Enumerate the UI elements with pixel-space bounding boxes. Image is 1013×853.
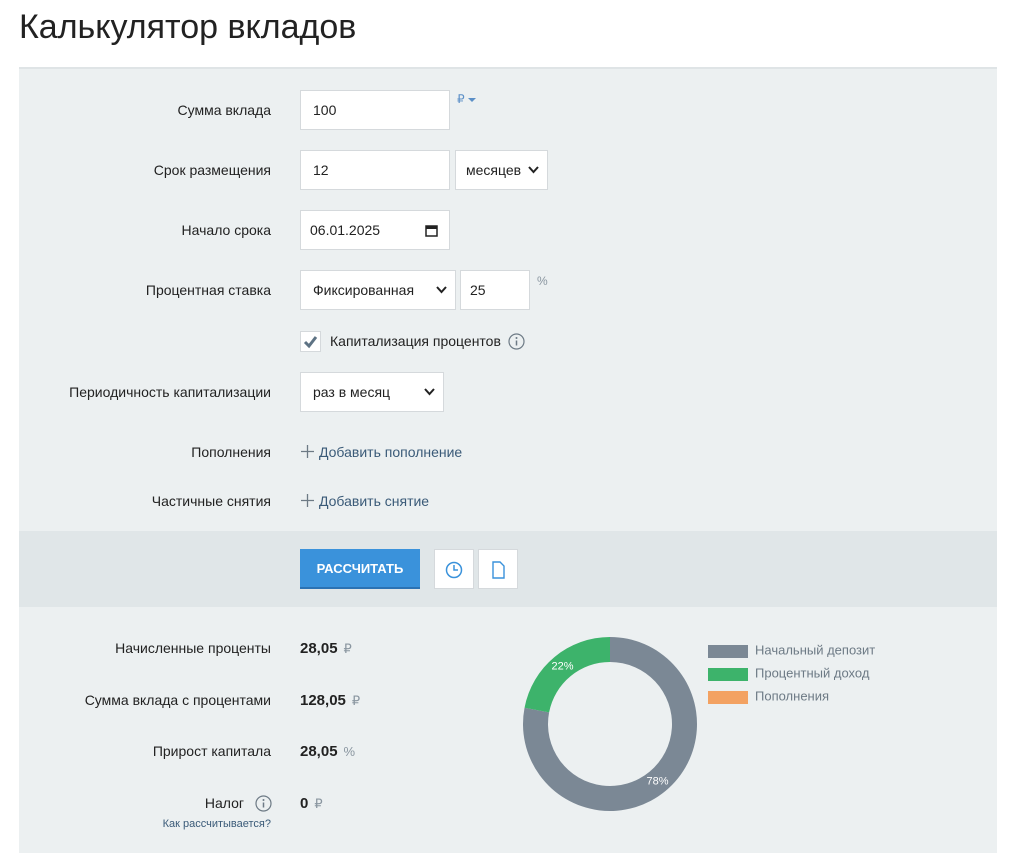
legend-swatch bbox=[708, 691, 748, 704]
tax-help-link[interactable]: Как рассчитывается? bbox=[162, 818, 271, 830]
field-label: Частичные снятия bbox=[151, 493, 271, 509]
result-label: Прирост капитала bbox=[152, 743, 271, 759]
unit: % bbox=[343, 744, 356, 759]
rate-input[interactable]: 25 bbox=[460, 270, 530, 310]
field-label: Срок размещения bbox=[153, 162, 271, 178]
rate-kind: Фиксированная bbox=[313, 282, 415, 298]
legend-swatch bbox=[708, 645, 748, 658]
document-icon bbox=[492, 561, 505, 579]
clock-icon bbox=[445, 561, 463, 579]
term-input[interactable]: 12 bbox=[300, 150, 450, 190]
donut-chart: 78% 22% Начальный депозит Процентный доход П… bbox=[523, 637, 875, 811]
legend-label: Пополнения bbox=[755, 688, 829, 703]
result-label: Сумма вклада с процентами bbox=[84, 692, 271, 708]
field-label: Сумма вклада bbox=[177, 102, 271, 118]
add-withdrawal[interactable]: Добавить снятие bbox=[301, 491, 429, 511]
currency: ₽ bbox=[457, 92, 465, 106]
currency-select[interactable]: ₽ bbox=[457, 92, 476, 106]
add-deposit-text: Добавить пополнение bbox=[319, 444, 463, 460]
info-icon[interactable] bbox=[508, 333, 525, 350]
rate-unit: % bbox=[537, 274, 548, 288]
value: 128,05 bbox=[300, 692, 346, 709]
unit: ₽ bbox=[343, 641, 352, 656]
chevron bbox=[528, 166, 539, 174]
calculate-button[interactable]: РАССЧИТАТЬ bbox=[300, 549, 420, 589]
chevron bbox=[436, 286, 447, 294]
unit: ₽ bbox=[314, 796, 323, 811]
plus-icon bbox=[301, 494, 314, 507]
legend-swatch bbox=[708, 668, 748, 681]
result-value: 28,05 ₽ bbox=[300, 639, 352, 659]
segment-label: 22% bbox=[551, 661, 573, 673]
field-label: Периодичность капитализации bbox=[69, 384, 271, 400]
chevron bbox=[424, 388, 435, 396]
donut-segment bbox=[524, 637, 610, 713]
add-deposit[interactable]: Добавить пополнение bbox=[301, 442, 462, 462]
segment-label: 78% bbox=[646, 775, 668, 787]
field-label: Начало срока bbox=[181, 222, 271, 238]
plus-icon bbox=[301, 445, 314, 458]
value: 0 bbox=[300, 795, 309, 812]
page-title: Калькулятор вкладов bbox=[19, 8, 357, 46]
period-select[interactable]: раз в месяц bbox=[300, 372, 444, 412]
date-input[interactable]: 06.01.2025 bbox=[300, 210, 450, 250]
unit: ₽ bbox=[351, 693, 361, 708]
result-value: 128,05 ₽ bbox=[300, 691, 360, 711]
field-label: Пополнения bbox=[191, 444, 271, 460]
value: 28,05 bbox=[300, 743, 338, 760]
term-unit: месяцев bbox=[466, 162, 522, 178]
checkbox[interactable] bbox=[300, 331, 321, 352]
history-button[interactable] bbox=[434, 549, 474, 589]
legend-label: Начальный депозит bbox=[755, 642, 875, 657]
date-value: 06.01.2025 bbox=[310, 222, 381, 238]
checkmark bbox=[303, 336, 318, 349]
period: раз в месяц bbox=[313, 384, 391, 400]
field-label: Процентная ставка bbox=[145, 282, 271, 298]
calendar-icon bbox=[425, 225, 438, 237]
add-withdrawal-text: Добавить снятие bbox=[319, 493, 430, 509]
result-label: Налог bbox=[204, 795, 244, 811]
result-value: 0 ₽ bbox=[300, 794, 323, 814]
legend-label: Процентный доход bbox=[755, 665, 870, 680]
rate-kind-select[interactable]: Фиксированная bbox=[300, 270, 456, 310]
term-unit-select[interactable]: месяцев bbox=[455, 150, 548, 190]
result-value: 28,05% bbox=[300, 742, 355, 762]
export-button[interactable] bbox=[478, 549, 518, 589]
calculator-panel bbox=[19, 67, 997, 853]
amount-input[interactable]: 100 bbox=[300, 90, 450, 130]
caret bbox=[467, 98, 476, 102]
result-label: Начисленные проценты bbox=[115, 640, 271, 656]
value: 28,05 bbox=[300, 640, 338, 657]
info-icon[interactable] bbox=[255, 795, 272, 812]
checkbox-label[interactable]: Капитализация процентов bbox=[330, 333, 501, 349]
